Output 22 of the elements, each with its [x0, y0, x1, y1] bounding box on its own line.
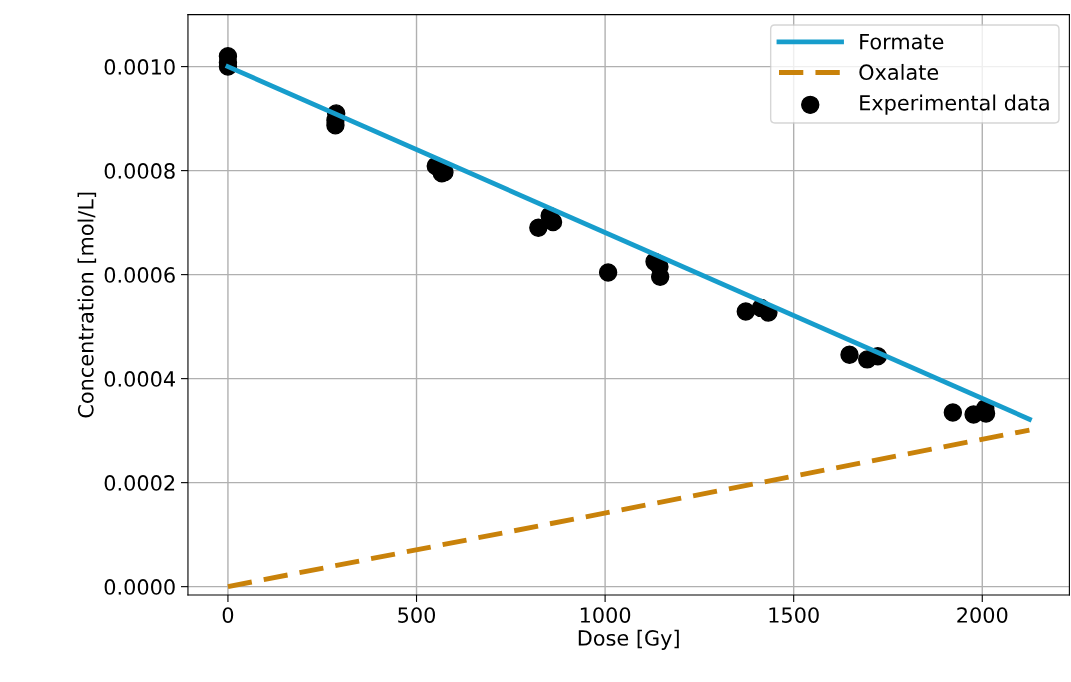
point — [598, 263, 618, 282]
y-tick-label: 0.0006 — [104, 267, 175, 283]
y-tick-label: 0.0002 — [104, 475, 175, 491]
point — [529, 218, 548, 238]
y-tick-label: 0.0008 — [104, 163, 175, 179]
legend-label: Formate — [860, 33, 944, 50]
y-axis-title: Concentration [mol/L] — [77, 192, 97, 418]
x-tick-label: 1500 — [769, 607, 819, 623]
x-tick-label: 2000 — [957, 607, 1008, 623]
legend-label: Experimental data — [860, 94, 1049, 115]
y-tick-label: 0.0010 — [104, 59, 175, 75]
point — [943, 403, 963, 422]
y-tick-label: 0.0004 — [104, 371, 175, 387]
point — [543, 212, 563, 232]
x-tick-label: 500 — [398, 607, 436, 623]
legend-label: Oxalate — [859, 63, 939, 81]
x-tick-label: 1000 — [580, 607, 631, 623]
x-axis-title: Dose [Gy] — [578, 629, 679, 650]
point — [840, 345, 859, 364]
point — [736, 302, 755, 321]
x-tick-label: 0 — [222, 607, 234, 623]
y-tick-label: 0.0000 — [104, 579, 175, 595]
